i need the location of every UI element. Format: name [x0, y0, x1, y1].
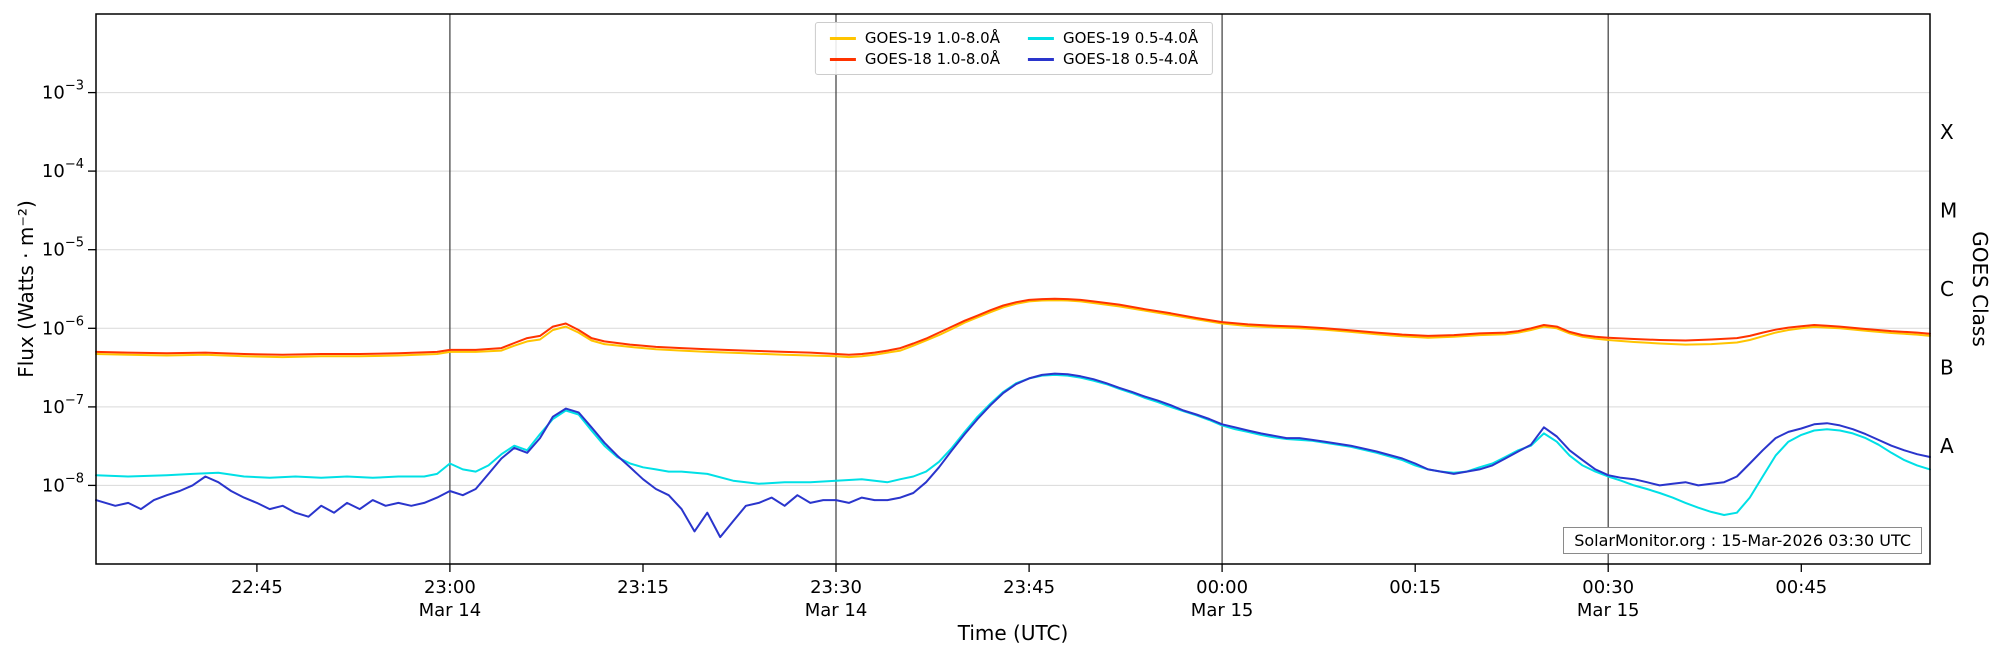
- watermark-text: SolarMonitor.org : 15-Mar-2026 03:30 UTC: [1563, 527, 1922, 554]
- legend-item: GOES-18 0.5-4.0Å: [1028, 50, 1198, 68]
- x-tick-date-label: Mar 15: [1577, 600, 1640, 621]
- x-tick-label: 00:30: [1582, 577, 1634, 598]
- plot-border: [95, 13, 1931, 565]
- x-tick-label: 23:00: [424, 577, 476, 598]
- legend-item: GOES-19 1.0-8.0Å: [829, 29, 1000, 47]
- legend-line-swatch: [1028, 36, 1054, 40]
- goes-class-letter: A: [1940, 434, 1954, 458]
- goes-class-letter: C: [1940, 277, 1954, 301]
- x-tick-label: 00:15: [1389, 577, 1441, 598]
- x-tick-label: 22:45: [231, 577, 283, 598]
- legend-label: GOES-18 0.5-4.0Å: [1063, 50, 1199, 68]
- legend-label: GOES-19 1.0-8.0Å: [864, 29, 1000, 47]
- x-axis-label: Time (UTC): [957, 621, 1069, 645]
- goes-class-letter: B: [1940, 356, 1954, 380]
- x-tick-label: 23:45: [1003, 577, 1055, 598]
- legend-label: GOES-19 0.5-4.0Å: [1063, 29, 1199, 47]
- series-line: [95, 299, 1931, 359]
- x-tick-label: 00:45: [1775, 577, 1827, 598]
- x-tick-label: 23:30: [810, 577, 862, 598]
- series-line: [95, 297, 1931, 356]
- legend-line-swatch: [1028, 57, 1054, 61]
- y-tick-label: 10−4: [42, 157, 84, 182]
- legend-label: GOES-18 1.0-8.0Å: [864, 50, 1000, 68]
- goes-class-letter: M: [1940, 198, 1957, 222]
- y-tick-label: 10−5: [42, 236, 84, 261]
- legend-line-swatch: [829, 57, 856, 61]
- y-tick-label: 10−6: [42, 314, 84, 339]
- series-line: [95, 373, 1931, 516]
- legend-line-swatch: [829, 36, 856, 40]
- goes-class-letter: X: [1940, 120, 1954, 144]
- legend-item: GOES-19 0.5-4.0Å: [1028, 29, 1198, 47]
- y-tick-label: 10−7: [42, 393, 84, 418]
- x-tick-label: 00:00: [1196, 577, 1248, 598]
- legend-item: GOES-18 1.0-8.0Å: [829, 50, 1000, 68]
- goes-class-axis-label: GOES Class: [1968, 231, 1992, 347]
- series-line: [95, 372, 1931, 539]
- x-tick-date-label: Mar 14: [805, 600, 868, 621]
- x-tick-label: 23:15: [617, 577, 669, 598]
- x-tick-date-label: Mar 15: [1191, 600, 1254, 621]
- y-tick-label: 10−3: [42, 79, 84, 104]
- y-axis-label: Flux (Watts · m⁻²): [14, 200, 38, 378]
- x-tick-date-label: Mar 14: [419, 600, 482, 621]
- legend: GOES-19 1.0-8.0Å GOES-18 1.0-8.0Å GOES-19 …: [814, 22, 1214, 75]
- y-tick-label: 10−8: [42, 471, 84, 496]
